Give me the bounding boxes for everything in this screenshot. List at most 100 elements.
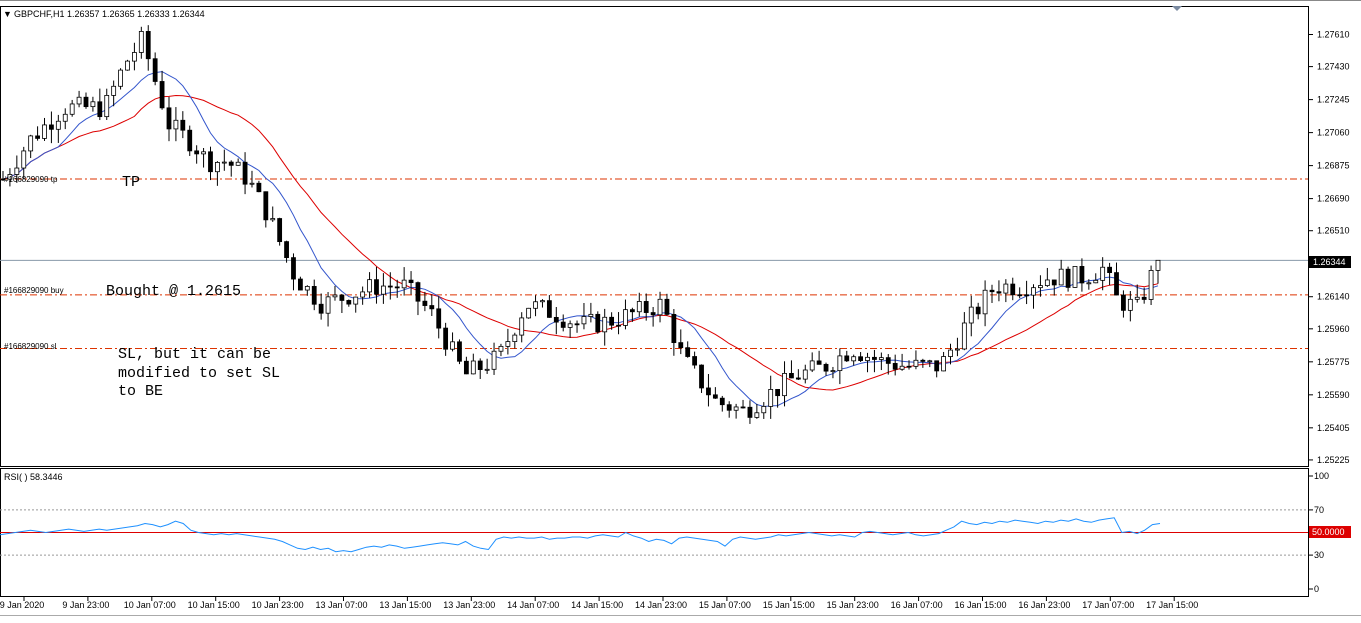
candle [21,146,27,180]
price-tick-label: 1.25405 [1317,423,1350,433]
candle-body [125,60,130,71]
candle [228,160,234,177]
candle-body [540,300,545,303]
candle-body [623,309,628,326]
candle [318,293,324,320]
candle [968,295,974,337]
candle [125,59,130,71]
candle-body [955,348,960,351]
candle [540,299,545,308]
order-label-sl: #166829090 sl [4,342,57,351]
candle-body [1072,266,1078,288]
candle [1155,259,1161,284]
candle [173,107,179,142]
candle-body [7,174,13,180]
candle-body [422,300,428,306]
candle-body [28,135,34,152]
order-label-tp: #166829090 tp [4,175,58,184]
candle-body [1003,283,1009,294]
candle [457,339,462,365]
candle [367,272,372,298]
candle [955,337,960,357]
candle [553,307,559,335]
rsi-tick-label: 0 [1314,584,1319,594]
candle [761,402,767,419]
candle [62,108,68,130]
candle-body [657,298,663,316]
candle [699,364,704,393]
candle-body [809,360,815,371]
rsi-header: RSI( ) 58.3446 [4,472,63,482]
scroll-marker-icon[interactable] [1172,6,1182,11]
candle-body [567,323,573,328]
candle-body [802,369,808,380]
candle-body [588,313,594,317]
candle [76,90,82,108]
candle [858,352,864,363]
time-axis: 9 Jan 2020 9 Jan 23:00 10 Jan 07:00 10 Jan … [0,597,1198,610]
candle [961,312,967,351]
candle-body [304,286,310,291]
candle-body [1024,294,1029,297]
candle [422,291,428,312]
time-tick-label: 17 Jan 07:00 [1082,600,1134,610]
candle-body [636,301,642,313]
candle [463,356,469,375]
candle-body [491,350,497,370]
order-lines [0,178,1308,349]
candle [1038,275,1043,297]
rsi-levels [0,509,1308,556]
candle-body [1100,266,1106,281]
candle-body [498,345,504,352]
candle [581,302,587,330]
candle-body [1086,282,1092,285]
candles [0,25,1161,424]
candle [1121,290,1126,318]
candle-body [920,359,926,362]
candle [671,309,677,356]
price-tick-label: 1.25590 [1317,390,1350,400]
candle [941,351,946,372]
rsi-tick-label: 30 [1314,550,1324,560]
candle-body [948,349,953,357]
time-tick-label: 17 Jan 15:00 [1146,600,1198,610]
candle-body [111,85,117,96]
candle [491,342,497,375]
candle [484,358,490,374]
candle-body [1038,285,1043,289]
candle [920,358,926,368]
candle [906,360,912,370]
candle-body [961,322,967,350]
candle [111,80,117,107]
candle [297,276,303,291]
candle [802,364,808,384]
candle-body [297,278,303,291]
current-price-tag: 1.26344 [1309,256,1351,268]
candle-body [249,182,255,185]
candle [346,299,352,307]
candle [975,302,981,320]
candle-body [401,279,407,289]
candle-body [913,359,919,367]
candle [927,359,933,368]
rsi-tick-label: 70 [1314,505,1324,515]
candle-body [49,124,54,130]
candle [408,271,414,295]
candle [768,375,774,419]
candle-body [747,406,753,418]
candle [865,352,870,373]
candle [436,296,442,339]
collapse-icon[interactable]: ▼ [3,9,12,19]
candle [885,354,891,375]
candle [270,206,276,222]
candle-body [754,412,760,418]
candle-body [837,355,843,372]
time-tick-label: 16 Jan 15:00 [954,600,1006,610]
candle [609,312,615,330]
candle-body [699,364,704,389]
candle [1065,266,1071,292]
candle-body [443,327,449,350]
candle [401,267,407,296]
candle [602,308,608,346]
candle [1072,266,1078,288]
